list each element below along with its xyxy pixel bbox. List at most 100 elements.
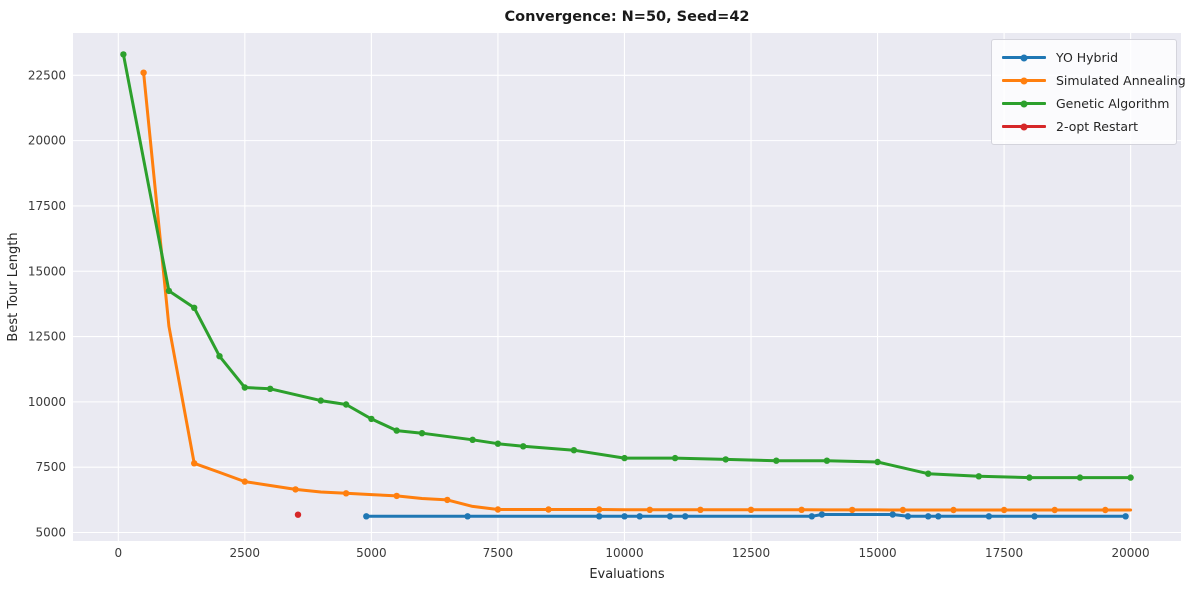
series-marker-genetic-algorithm [925,470,932,477]
series-marker-simulated-annealing [292,486,299,493]
legend-line-swatch [1002,100,1046,107]
legend-item-2-opt-restart: 2-opt Restart [1002,115,1164,138]
legend-line-swatch [1002,123,1046,130]
y-tick-label: 10000 [28,395,66,409]
y-tick-label: 7500 [35,460,66,474]
series-marker-simulated-annealing [494,506,502,513]
series-marker-genetic-algorithm [823,457,831,464]
x-tick-label: 5000 [356,546,387,560]
legend-marker-dot [1020,100,1028,107]
x-tick-label: 15000 [859,546,897,560]
series-marker-simulated-annealing [798,506,805,513]
y-axis-label: Best Tour Length [6,232,21,341]
legend-line-swatch [1002,54,1046,61]
series-marker-simulated-annealing [1102,506,1109,514]
series-marker-simulated-annealing [1000,506,1008,514]
y-tick-label: 20000 [28,134,66,148]
series-marker-yo-hybrid [596,513,603,520]
legend-label: YO Hybrid [1056,50,1119,65]
y-tick-label: 12500 [28,330,66,344]
series-line-yo-hybrid [364,513,1128,518]
series-marker-genetic-algorithm [241,384,248,391]
series-marker-yo-hybrid [985,513,993,520]
series-marker-genetic-algorithm [165,287,173,295]
legend-item-genetic-algorithm: Genetic Algorithm [1002,92,1169,115]
x-tick-label: 20000 [1112,546,1150,560]
series-marker-2-opt-restart [294,511,302,518]
legend-label: Simulated Annealing [1056,73,1186,88]
y-tick-label: 5000 [35,526,66,540]
x-tick-label: 2500 [230,546,261,560]
series-marker-yo-hybrid [935,513,942,520]
series-marker-genetic-algorithm [216,353,223,360]
x-tick-label: 17500 [985,546,1023,560]
chart-title: Convergence: N=50, Seed=42 [504,9,749,25]
series-marker-simulated-annealing [393,492,400,500]
legend-line-swatch [1002,77,1046,84]
y-tick-label: 17500 [28,199,66,213]
series-marker-simulated-annealing [697,506,704,513]
series-marker-simulated-annealing [849,506,856,514]
x-axis-label: Evaluations [589,567,665,582]
series-marker-genetic-algorithm [267,385,274,392]
series-marker-yo-hybrid [636,513,643,520]
series-marker-simulated-annealing [191,460,198,467]
series-marker-genetic-algorithm [621,454,628,462]
series-marker-genetic-algorithm [520,443,527,450]
series-marker-yo-hybrid [464,513,471,520]
series-line-genetic-algorithm [121,52,1133,480]
series-marker-genetic-algorithm [975,473,982,480]
x-tick-label: 12500 [732,546,770,560]
series-marker-genetic-algorithm [317,397,324,404]
series-marker-genetic-algorithm [342,401,350,408]
series-marker-yo-hybrid [808,513,815,520]
series-marker-genetic-algorithm [120,51,127,58]
x-tick-label: 10000 [605,546,643,560]
legend-marker-dot [1020,54,1028,61]
y-tick-label: 15000 [28,264,66,278]
series-marker-simulated-annealing [646,506,653,513]
series-marker-simulated-annealing [950,506,957,514]
series-marker-yo-hybrid [1122,513,1129,520]
legend: YO Hybrid Simulated Annealing Genetic Algo… [991,39,1186,145]
series-marker-genetic-algorithm [1076,474,1084,481]
series-marker-yo-hybrid [1031,513,1038,520]
series-marker-genetic-algorithm [671,454,679,462]
series-marker-simulated-annealing [747,506,755,513]
x-tick-label: 7500 [483,546,514,560]
series-marker-yo-hybrid [666,513,674,520]
legend-marker-dot [1020,123,1028,130]
series-marker-simulated-annealing [545,506,552,513]
series-marker-simulated-annealing [444,496,451,504]
series-marker-genetic-algorithm [368,415,375,423]
series-line-simulated-annealing [142,71,1133,512]
legend-label: 2-opt Restart [1056,119,1139,134]
series-marker-simulated-annealing [596,506,603,513]
series-marker-yo-hybrid [363,513,370,520]
series-marker-simulated-annealing [140,69,147,76]
legend-marker-dot [1020,77,1028,84]
series-marker-yo-hybrid [904,513,912,520]
series-marker-yo-hybrid [682,513,689,520]
series-marker-simulated-annealing [342,490,350,497]
x-tick-label: 0 [114,546,122,560]
series-marker-genetic-algorithm [494,440,502,447]
series-marker-yo-hybrid [621,513,628,520]
series-marker-yo-hybrid [889,511,896,518]
series-marker-genetic-algorithm [722,456,729,463]
series-marker-genetic-algorithm [191,304,198,311]
series-marker-genetic-algorithm [570,447,578,454]
series-marker-yo-hybrid [818,511,826,518]
legend-label: Genetic Algorithm [1056,96,1170,111]
series-marker-simulated-annealing [899,506,907,514]
series-marker-genetic-algorithm [418,430,426,437]
series-marker-genetic-algorithm [1127,474,1134,481]
y-tick-label: 22500 [28,68,66,82]
series-marker-yo-hybrid [925,513,932,520]
series-marker-genetic-algorithm [393,427,400,434]
series-marker-genetic-algorithm [874,458,881,466]
series-marker-simulated-annealing [1051,506,1058,514]
series-marker-genetic-algorithm [773,457,780,464]
legend-item-simulated-annealing: Simulated Annealing [1002,69,1186,92]
